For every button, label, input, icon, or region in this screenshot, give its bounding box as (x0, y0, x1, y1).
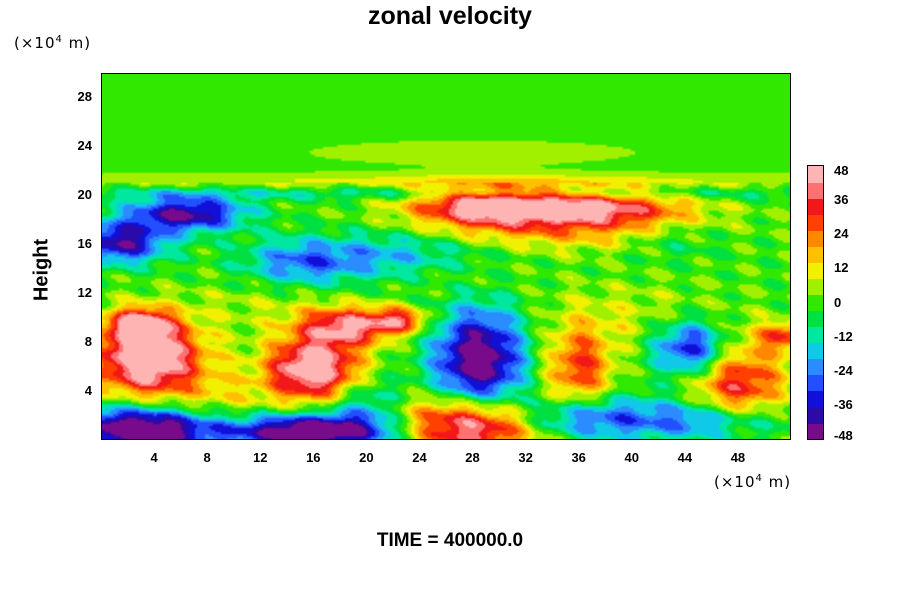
time-label: TIME = 400000.0 (376, 530, 524, 551)
x-tick-label: 12 (252, 450, 268, 465)
colorbar-tick-label: 12 (834, 260, 849, 276)
x-tick-label: 44 (677, 450, 693, 465)
y-tick-label: 8 (84, 334, 92, 350)
x-tick-label: 32 (518, 450, 533, 465)
x-tick-label: 8 (203, 450, 211, 465)
x-tick-label: 28 (465, 450, 480, 465)
colorbar-tick-label: 48 (834, 163, 849, 178)
colorbar-band (808, 406, 823, 424)
colorbar-band (808, 214, 823, 231)
colorbar-tick-label: 36 (834, 192, 849, 208)
y-tick-label: 16 (77, 236, 92, 252)
x-tick-label: 36 (571, 450, 586, 465)
colorbar-band (808, 390, 823, 408)
x-tick-label: 40 (624, 450, 639, 465)
colorbar-band (808, 262, 823, 279)
x-tick-label: 16 (306, 450, 321, 465)
colorbar-band (808, 342, 823, 360)
y-tick-label: 20 (77, 187, 92, 203)
colorbar-band (808, 278, 823, 296)
colorbar-band (808, 310, 823, 328)
colorbar-tick-label: 24 (834, 226, 849, 242)
x-tick-label: 4 (150, 450, 158, 465)
colorbar-band (808, 246, 823, 263)
y-tick-label: 28 (77, 89, 92, 105)
colorbar-tick-label: -24 (834, 362, 853, 378)
y-tick-label: 4 (84, 383, 92, 399)
colorbar-band (808, 358, 823, 376)
colorbar-band (808, 294, 823, 312)
x-unit-label: (×104 m) (714, 473, 792, 491)
plot-area (101, 73, 791, 440)
velocity-field (101, 73, 791, 440)
colorbar-band (808, 230, 823, 247)
colorbar-band (808, 198, 823, 215)
y-tick-label: 12 (77, 285, 92, 301)
y-unit-label: (×104 m) (14, 34, 92, 52)
x-tick-label: 20 (359, 450, 374, 465)
colorbar-tick-label: -48 (834, 428, 853, 443)
colorbar-tick-label: -36 (834, 396, 853, 412)
colorbar-band (808, 374, 823, 392)
x-tick-label: 48 (730, 450, 746, 465)
colorbar-band (808, 166, 823, 183)
colorbar-band (808, 422, 823, 439)
colorbar-band (808, 182, 823, 199)
chart-title: zonal velocity (368, 2, 532, 30)
y-tick-label: 24 (77, 138, 92, 154)
colorbar-band (808, 326, 823, 344)
x-tick-label: 24 (412, 450, 427, 465)
colorbar (807, 165, 824, 440)
colorbar-tick-label: 0 (834, 294, 842, 310)
colorbar-tick-label: -12 (834, 328, 853, 344)
